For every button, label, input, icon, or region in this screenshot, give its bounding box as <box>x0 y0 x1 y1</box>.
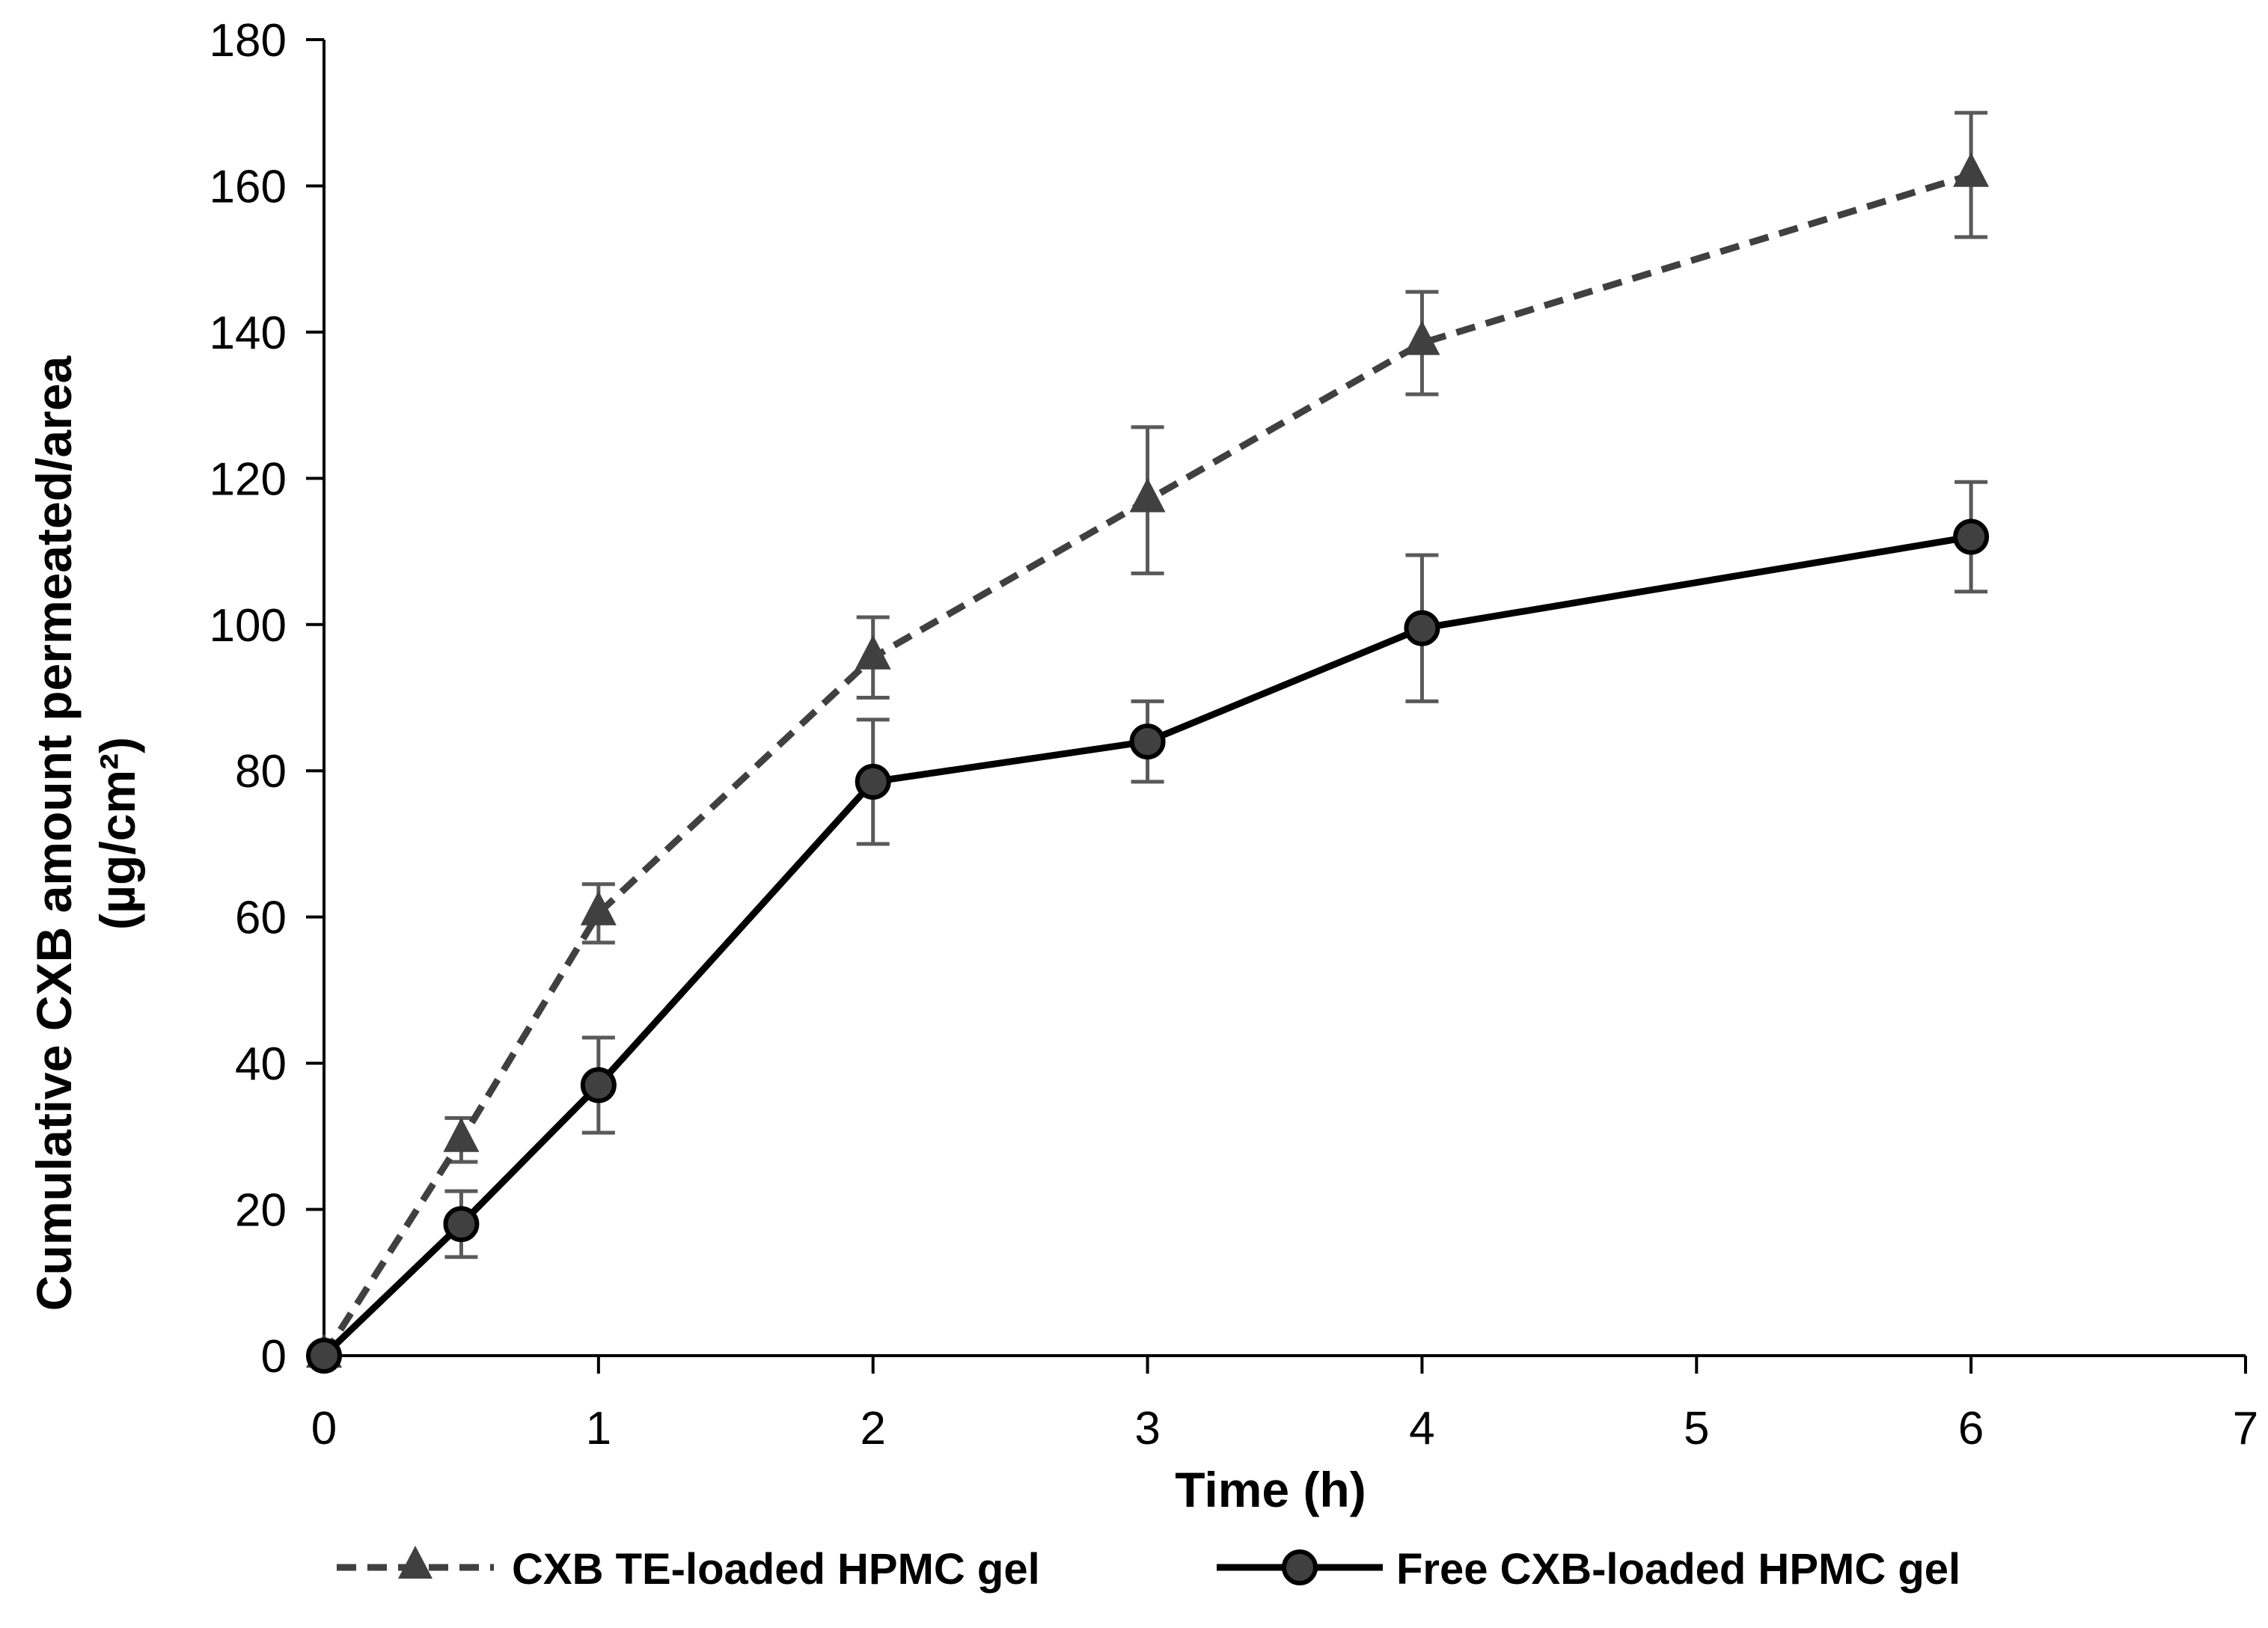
data-series <box>306 111 1990 1374</box>
data-point-circle <box>1953 518 1990 555</box>
data-point-triangle <box>580 890 617 925</box>
y-tick-label: 180 <box>210 15 287 67</box>
data-point-circle <box>306 1338 342 1374</box>
data-point-triangle <box>443 1117 480 1152</box>
y-tick-label: 160 <box>210 161 287 212</box>
legend-label-free: Free CXB-loaded HPMC gel <box>1396 1545 1960 1594</box>
y-axis-title-line1: Cumulative CXB amount permeated/area <box>26 355 82 1312</box>
x-tick-label: 6 <box>1958 1403 1984 1454</box>
data-point-circle <box>855 763 891 800</box>
legend: CXB TE-loaded HPMC gel Free CXB-loaded H… <box>337 1545 1960 1594</box>
x-tick-label: 5 <box>1684 1403 1709 1454</box>
data-point-triangle <box>1404 320 1440 355</box>
y-tick-label: 60 <box>235 893 287 944</box>
data-point-circle <box>1404 610 1440 646</box>
legend-triangle-marker <box>398 1546 432 1579</box>
data-point-triangle <box>855 634 891 670</box>
tick-labels: 0 20 40 60 80 100 120 140 160 180 0 1 2 3 4 5 6 7 <box>210 15 2259 1454</box>
y-axis-title-line2: (µg/cm²) <box>90 737 145 930</box>
data-point-triangle <box>1953 152 1990 187</box>
x-tick-label: 0 <box>311 1403 337 1454</box>
x-tick-label: 7 <box>2233 1403 2258 1454</box>
y-tick-label: 0 <box>261 1331 287 1383</box>
data-point-circle <box>443 1206 480 1243</box>
legend-circle-marker <box>1282 1549 1318 1585</box>
legend-entry-free: Free CXB-loaded HPMC gel <box>1217 1545 1960 1594</box>
y-tick-label: 40 <box>235 1038 287 1090</box>
x-tick-label: 1 <box>586 1403 611 1454</box>
legend-label-te-loaded: CXB TE-loaded HPMC gel <box>512 1545 1040 1594</box>
data-point-circle <box>1129 723 1166 760</box>
x-tick-label: 3 <box>1134 1403 1160 1454</box>
series-free <box>306 480 1990 1374</box>
data-point-triangle <box>1129 477 1166 512</box>
y-tick-label: 80 <box>235 746 287 798</box>
y-tick-label: 20 <box>235 1185 287 1237</box>
x-axis-title: Time (h) <box>1175 1462 1366 1517</box>
y-tick-label: 100 <box>210 600 287 652</box>
y-tick-label: 140 <box>210 307 287 359</box>
data-point-circle <box>580 1067 617 1104</box>
x-tick-label: 4 <box>1409 1403 1434 1454</box>
legend-entry-te-loaded: CXB TE-loaded HPMC gel <box>337 1545 1040 1594</box>
x-tick-label: 2 <box>860 1403 885 1454</box>
y-tick-label: 120 <box>210 453 287 505</box>
